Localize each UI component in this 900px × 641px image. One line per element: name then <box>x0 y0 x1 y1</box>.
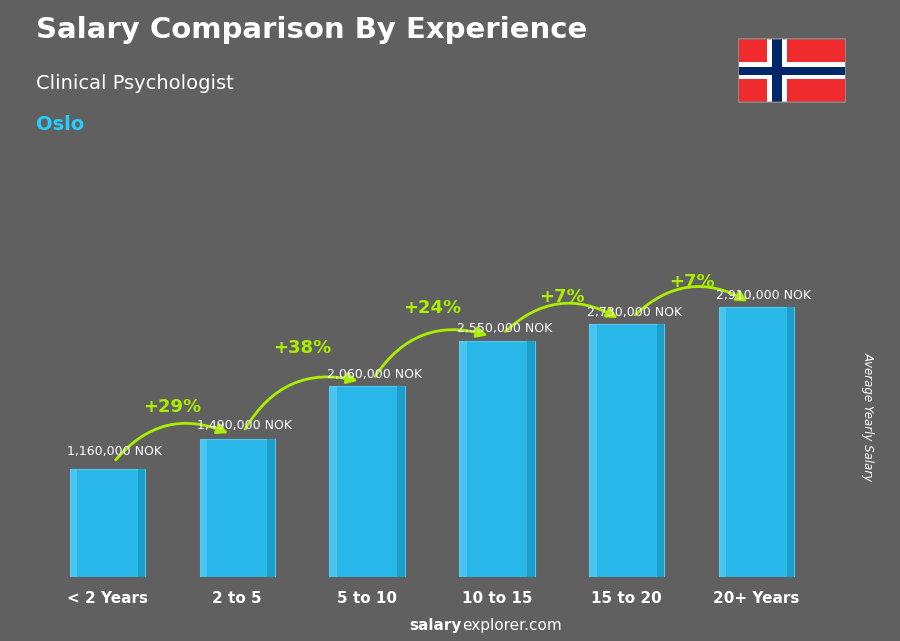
Bar <box>329 386 405 577</box>
Bar <box>138 469 145 577</box>
Text: +7%: +7% <box>539 288 585 306</box>
Bar <box>738 63 846 79</box>
Text: 1,160,000 NOK: 1,160,000 NOK <box>68 445 162 458</box>
Text: Clinical Psychologist: Clinical Psychologist <box>36 74 234 93</box>
Bar <box>459 341 535 577</box>
Bar <box>329 386 337 577</box>
Text: 2,550,000 NOK: 2,550,000 NOK <box>456 322 552 335</box>
Bar <box>772 38 782 103</box>
Bar <box>527 341 535 577</box>
Bar <box>397 386 405 577</box>
Text: Oslo: Oslo <box>36 115 85 135</box>
Bar <box>787 308 794 577</box>
Text: 2,910,000 NOK: 2,910,000 NOK <box>716 289 811 302</box>
Bar <box>200 439 207 577</box>
Text: +7%: +7% <box>669 273 715 291</box>
Bar <box>590 324 597 577</box>
Text: +38%: +38% <box>273 340 331 358</box>
Bar <box>70 469 145 577</box>
Text: 1,490,000 NOK: 1,490,000 NOK <box>197 419 292 431</box>
Text: Average Yearly Salary: Average Yearly Salary <box>862 352 875 481</box>
Text: +24%: +24% <box>403 299 461 317</box>
Text: explorer.com: explorer.com <box>462 619 562 633</box>
Text: 2,730,000 NOK: 2,730,000 NOK <box>587 306 681 319</box>
Text: 2,060,000 NOK: 2,060,000 NOK <box>327 367 422 381</box>
Text: +29%: +29% <box>143 398 202 416</box>
Bar <box>70 469 77 577</box>
Bar <box>719 308 726 577</box>
Bar <box>768 38 788 103</box>
Bar <box>719 308 794 577</box>
Bar <box>267 439 274 577</box>
Bar <box>738 67 846 74</box>
Text: Salary Comparison By Experience: Salary Comparison By Experience <box>36 16 587 44</box>
Bar <box>590 324 664 577</box>
Text: salary: salary <box>410 619 462 633</box>
Bar <box>657 324 664 577</box>
Bar <box>459 341 467 577</box>
Bar <box>200 439 274 577</box>
